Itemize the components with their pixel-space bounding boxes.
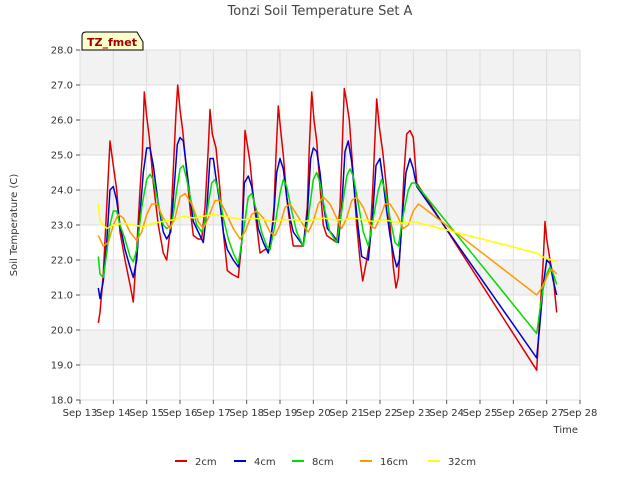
site-badge: TZ_fmet xyxy=(81,31,144,51)
y-tick-label: 23.0 xyxy=(51,221,73,232)
y-tick-label: 27.0 xyxy=(51,81,73,92)
legend-label-4cm: 4cm xyxy=(254,457,276,468)
x-tick-label: Sep 15 xyxy=(129,408,164,419)
x-tick-label: Sep 17 xyxy=(196,408,231,419)
x-tick-label: Sep 13 xyxy=(63,408,98,419)
legend-label-32cm: 32cm xyxy=(448,457,476,468)
x-tick-label: Sep 18 xyxy=(229,408,264,419)
series-line-32cm xyxy=(97,203,557,263)
series-lines xyxy=(97,84,558,371)
y-axis: 18.0 19.0 20.0 21.0 22.0 23.0 24.0 25.0 26.0 27.0… xyxy=(51,46,80,407)
x-tick-label: Sep 20 xyxy=(296,408,331,419)
legend-label-8cm: 8cm xyxy=(312,457,334,468)
y-tick-label: 22.0 xyxy=(51,256,73,267)
x-tick-label: Sep 24 xyxy=(429,408,464,419)
x-tick-label: Sep 27 xyxy=(529,408,564,419)
plot-band xyxy=(80,330,580,365)
y-tick-label: 24.0 xyxy=(51,186,73,197)
y-axis-label: Soil Temperature (C) xyxy=(9,174,20,277)
plot-band xyxy=(80,260,580,295)
y-tick-label: 28.0 xyxy=(51,46,73,57)
legend: 2cm 4cm 8cm 16cm 32cm xyxy=(175,457,476,468)
x-tick-label: Sep 28 xyxy=(563,408,598,419)
plot-band xyxy=(80,120,580,155)
series-line-4cm xyxy=(97,136,558,359)
legend-label-2cm: 2cm xyxy=(195,457,217,468)
x-tick-label: Sep 21 xyxy=(329,408,364,419)
x-tick-label: Sep 26 xyxy=(496,408,531,419)
x-tick-label: Sep 22 xyxy=(363,408,398,419)
plot-band xyxy=(80,50,580,85)
series-line-16cm xyxy=(97,192,558,296)
badge-box xyxy=(81,31,144,51)
x-tick-label: Sep 23 xyxy=(396,408,431,419)
legend-label-16cm: 16cm xyxy=(380,457,408,468)
badge-label: TZ_fmet xyxy=(87,36,137,49)
y-tick-label: 19.0 xyxy=(51,361,73,372)
y-tick-label: 26.0 xyxy=(51,116,73,127)
x-tick-label: Sep 25 xyxy=(463,408,498,419)
y-tick-label: 18.0 xyxy=(51,396,73,407)
y-tick-label: 20.0 xyxy=(51,326,73,337)
y-tick-label: 25.0 xyxy=(51,151,73,162)
series-line-8cm xyxy=(97,164,558,335)
x-tick-label: Sep 16 xyxy=(163,408,198,419)
x-axis-label: Time xyxy=(553,425,578,436)
chart-title: Tonzi Soil Temperature Set A xyxy=(227,4,413,19)
x-tick-label: Sep 19 xyxy=(263,408,298,419)
x-tick-label: Sep 14 xyxy=(96,408,131,419)
y-tick-label: 21.0 xyxy=(51,291,73,302)
